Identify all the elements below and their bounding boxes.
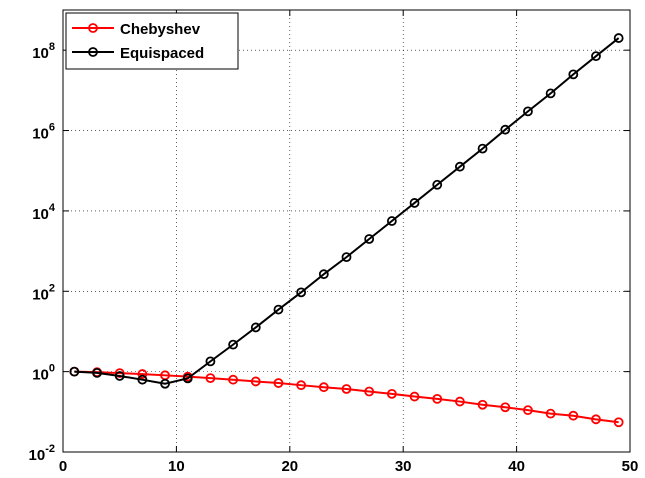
marker bbox=[160, 378, 170, 389]
marker bbox=[137, 369, 148, 379]
marker bbox=[364, 386, 375, 397]
marker bbox=[182, 373, 193, 384]
marker bbox=[591, 414, 601, 425]
plot-frame bbox=[62, 9, 631, 453]
marker bbox=[318, 382, 329, 393]
marker bbox=[454, 396, 465, 407]
marker bbox=[591, 51, 601, 62]
marker bbox=[296, 287, 307, 298]
marker bbox=[318, 269, 329, 280]
marker bbox=[228, 339, 239, 350]
marker bbox=[500, 402, 511, 413]
x-tick-label: 20 bbox=[281, 458, 298, 475]
legend-marker bbox=[88, 23, 98, 33]
marker bbox=[205, 356, 216, 367]
marker bbox=[409, 198, 420, 208]
marker bbox=[454, 161, 465, 172]
marker bbox=[386, 216, 397, 226]
marker bbox=[250, 322, 261, 333]
marker bbox=[250, 376, 261, 387]
marker bbox=[228, 374, 239, 385]
series-line bbox=[74, 37, 620, 385]
x-tick-label: 0 bbox=[59, 458, 67, 475]
marker bbox=[545, 88, 556, 99]
marker bbox=[341, 384, 352, 394]
y-tick-label: 104 bbox=[32, 202, 56, 223]
marker bbox=[432, 393, 443, 404]
marker bbox=[273, 304, 284, 315]
marker bbox=[500, 124, 511, 135]
marker bbox=[205, 373, 216, 384]
y-tick-label: 106 bbox=[32, 122, 55, 143]
y-tick-label: 10-2 bbox=[29, 443, 55, 464]
marker bbox=[114, 371, 125, 381]
y-tick-label: 108 bbox=[32, 41, 55, 62]
legend: Chebyshev Equispaced bbox=[65, 12, 239, 70]
marker bbox=[296, 380, 307, 391]
marker bbox=[341, 252, 352, 263]
marker bbox=[69, 366, 80, 377]
marker bbox=[568, 410, 579, 421]
marker bbox=[545, 408, 556, 419]
marker bbox=[613, 417, 624, 428]
legend-label: Chebyshev bbox=[120, 21, 201, 38]
marker bbox=[273, 378, 284, 388]
marker bbox=[523, 405, 533, 416]
y-tick-label: 100 bbox=[32, 363, 55, 384]
marker bbox=[477, 143, 488, 154]
x-tick-label: 50 bbox=[622, 458, 639, 475]
x-tick-label: 30 bbox=[395, 458, 412, 475]
legend-box bbox=[65, 12, 239, 70]
x-tick-label: 40 bbox=[508, 458, 525, 475]
x-tick-label: 10 bbox=[168, 458, 185, 475]
marker bbox=[137, 374, 148, 385]
marker bbox=[477, 399, 488, 410]
marker bbox=[114, 368, 125, 378]
legend-marker bbox=[88, 47, 98, 57]
marker bbox=[523, 106, 533, 117]
marker bbox=[613, 33, 624, 43]
series-line bbox=[74, 370, 619, 424]
marker bbox=[92, 368, 102, 378]
marker bbox=[386, 388, 397, 399]
marker bbox=[364, 234, 375, 244]
marker bbox=[568, 69, 579, 80]
y-tick-label: 102 bbox=[32, 282, 55, 303]
legend-label: Equispaced bbox=[120, 45, 204, 62]
marker bbox=[409, 391, 420, 402]
marker bbox=[432, 179, 443, 190]
